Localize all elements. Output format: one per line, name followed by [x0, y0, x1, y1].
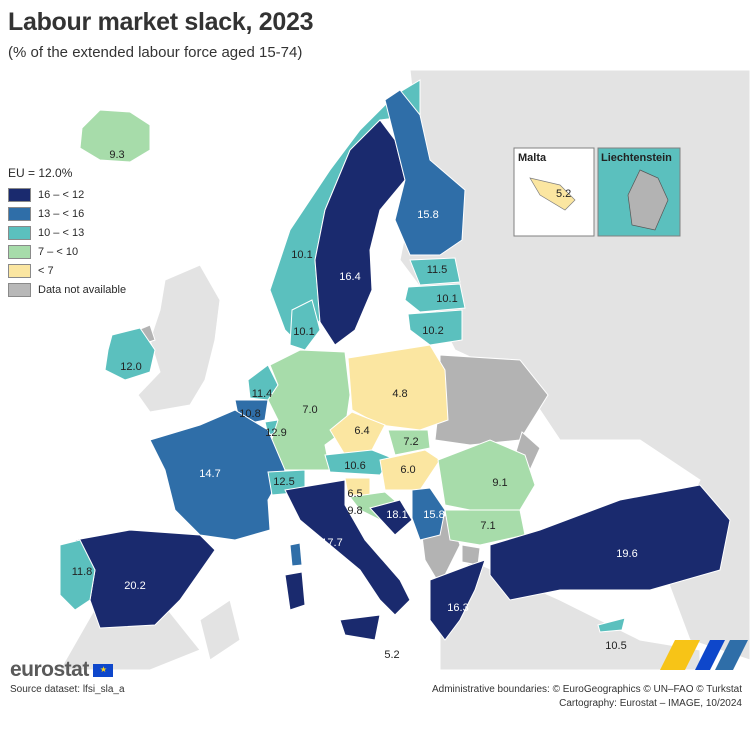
label-bulgaria: 7.1: [480, 520, 495, 532]
region-bulgaria: [444, 509, 526, 546]
region-spain: [74, 529, 216, 629]
legend-swatch: [8, 263, 31, 278]
region-greece: [429, 559, 486, 641]
region-cyprus: [597, 617, 626, 633]
label-turkey: 19.6: [616, 548, 637, 560]
malta-label: Malta: [518, 152, 547, 164]
value-labels: 9.3 12.0 10.1 16.4 15.8 11.5 10.1 10.2 1…: [72, 149, 638, 661]
legend-label: Data not available: [38, 283, 127, 296]
legend-item: 10 – < 13: [8, 224, 126, 241]
page-subtitle: (% of the extended labour force aged 15-…: [8, 44, 303, 61]
legend-swatch: [8, 244, 31, 259]
region-sardinia: [284, 571, 306, 611]
eu-flag-icon: ★: [92, 663, 113, 677]
boundaries-credit: Administrative boundaries: © EuroGeograp…: [431, 684, 742, 695]
label-romania: 9.1: [492, 477, 507, 489]
region-slovakia: [387, 429, 431, 456]
liechtenstein-label: Liechtenstein: [601, 152, 672, 164]
legend-header: EU = 12.0%: [8, 166, 73, 180]
europe-map: Malta 5.2 Liechtenstein 9.3 12.0 10.1 16…: [59, 70, 750, 670]
legend-swatch: [8, 206, 31, 221]
legend-item: Data not available: [8, 281, 126, 298]
region-sicily: [339, 614, 381, 641]
label-czechia: 6.4: [354, 425, 369, 437]
region-finland: [384, 89, 466, 256]
label-portugal: 11.8: [72, 566, 93, 578]
region-lithuania: [407, 309, 463, 346]
label-sweden: 16.4: [339, 271, 360, 283]
eurostat-mark: [660, 640, 748, 670]
region-romania: [437, 439, 536, 511]
region-bosnia: [369, 499, 413, 536]
label-finland: 15.8: [417, 209, 438, 221]
region-czechia: [329, 411, 386, 456]
label-serbia: 15.8: [423, 509, 444, 521]
legend: EU = 12.0% 16 – < 12 13 – < 16 10 – < 13…: [8, 166, 126, 300]
source-text: Source dataset: lfsi_sla_a: [10, 684, 125, 695]
legend-swatch: [8, 225, 31, 240]
label-france: 14.7: [199, 468, 220, 480]
label-ireland: 12.0: [120, 361, 141, 373]
eurostat-logo: eurostat ★: [10, 658, 113, 682]
label-lithuania: 10.2: [422, 325, 443, 337]
region-poland: [347, 344, 449, 431]
region-portugal: [59, 539, 96, 611]
label-belgium: 10.8: [239, 408, 260, 420]
legend-label: < 7: [38, 264, 54, 277]
cartography-credit: Cartography: Eurostat – IMAGE, 10/2024: [559, 698, 742, 709]
liechtenstein-inset: Liechtenstein: [597, 147, 681, 237]
legend-label: 10 – < 13: [38, 226, 85, 239]
label-bosnia: 18.1: [386, 509, 407, 521]
label-slovenia: 6.5: [347, 488, 362, 500]
label-germany: 7.0: [302, 404, 317, 416]
page-title: Labour market slack, 2023: [8, 8, 314, 36]
region-hungary: [379, 449, 441, 491]
label-latvia: 10.1: [436, 293, 457, 305]
region-france: [149, 409, 286, 541]
label-slovakia: 7.2: [403, 436, 418, 448]
legend-item: 13 – < 16: [8, 205, 126, 222]
region-latvia: [404, 283, 466, 313]
legend-label: 16 – < 12: [38, 188, 85, 201]
legend-label: 13 – < 16: [38, 207, 85, 220]
label-norway: 10.1: [291, 249, 312, 261]
legend-item: < 7: [8, 262, 126, 279]
region-estonia: [409, 257, 461, 286]
label-iceland: 9.3: [109, 149, 124, 161]
region-corsica: [289, 542, 303, 567]
label-denmark: 10.1: [293, 326, 314, 338]
label-switzerland: 12.5: [273, 476, 294, 488]
label-netherlands: 11.4: [252, 388, 273, 400]
label-hungary: 6.0: [400, 464, 415, 476]
label-croatia: 9.8: [347, 505, 362, 517]
label-italy: 17.7: [321, 537, 342, 549]
label-malta-main: 5.2: [384, 649, 399, 661]
malta-value: 5.2: [556, 188, 571, 200]
legend-item: 7 – < 10: [8, 243, 126, 260]
label-luxembourg: 12.9: [265, 427, 286, 439]
legend-item: 16 – < 12: [8, 186, 126, 203]
label-estonia: 11.5: [427, 264, 448, 276]
label-cyprus: 10.5: [605, 640, 626, 652]
legend-swatch: [8, 187, 31, 202]
label-greece: 16.3: [447, 602, 468, 614]
legend-swatch: [8, 282, 31, 297]
label-poland: 4.8: [392, 388, 407, 400]
region-ireland: [104, 327, 156, 381]
logo-text: eurostat: [10, 658, 89, 681]
malta-inset: Malta 5.2: [513, 147, 595, 237]
label-spain: 20.2: [124, 580, 145, 592]
region-serbia: [411, 487, 446, 541]
region-iceland: [79, 109, 151, 163]
legend-label: 7 – < 10: [38, 245, 79, 258]
region-turkey: [489, 484, 731, 601]
region-italy: [284, 479, 411, 616]
region-denmark: [289, 299, 321, 351]
region-sweden: [314, 119, 406, 346]
label-austria: 10.6: [344, 460, 365, 472]
